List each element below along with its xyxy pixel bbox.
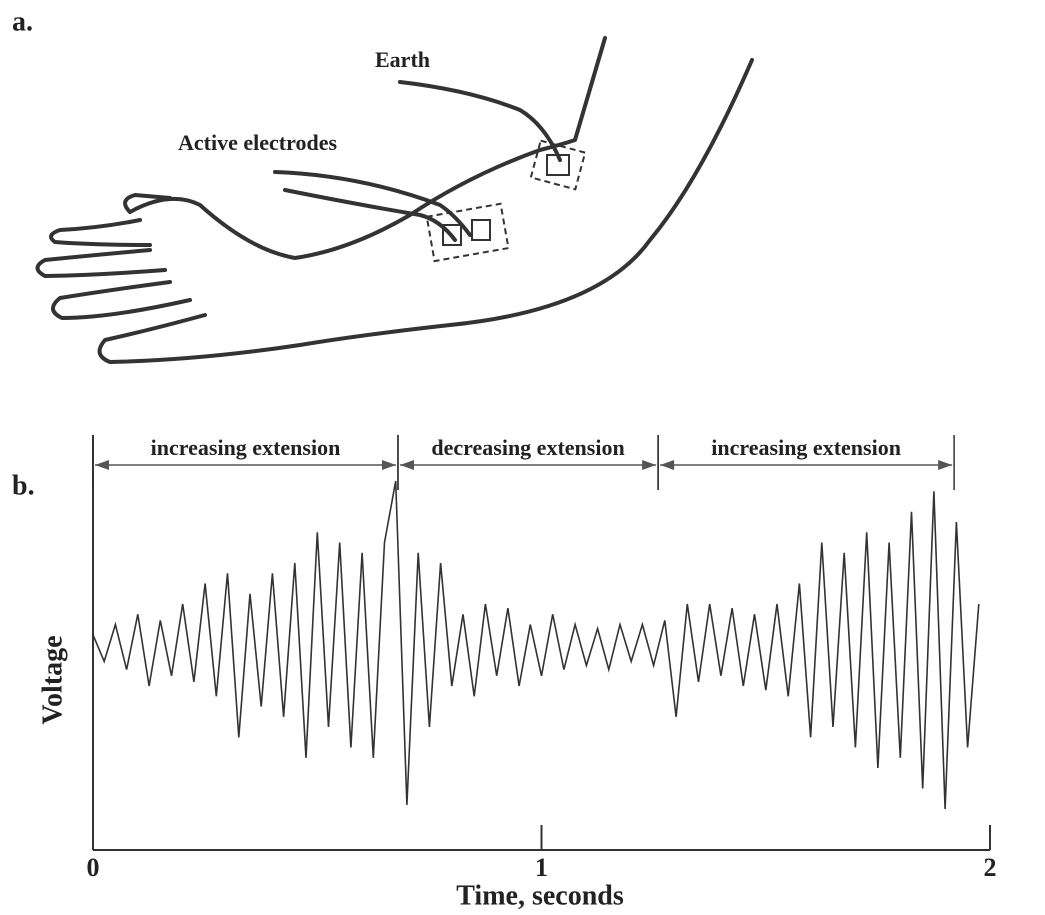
x-tick-label: 1 (535, 853, 548, 882)
annotation-label: increasing extension (711, 435, 901, 460)
diagram-label: Earth (375, 47, 430, 72)
signal-trace (92, 480, 980, 810)
arm-sketch (35, 36, 754, 364)
annotation-label: decreasing extension (431, 435, 624, 460)
x-tick-label: 2 (984, 853, 997, 882)
x-tick-label: 0 (87, 853, 100, 882)
x-axis-label: Time, seconds (456, 880, 624, 911)
panel-label: a. (12, 6, 33, 37)
y-axis-label: Voltage (37, 635, 68, 724)
diagram-label: Active electrodes (178, 130, 337, 155)
panel-label: b. (12, 470, 35, 501)
annotation-label: increasing extension (151, 435, 341, 460)
